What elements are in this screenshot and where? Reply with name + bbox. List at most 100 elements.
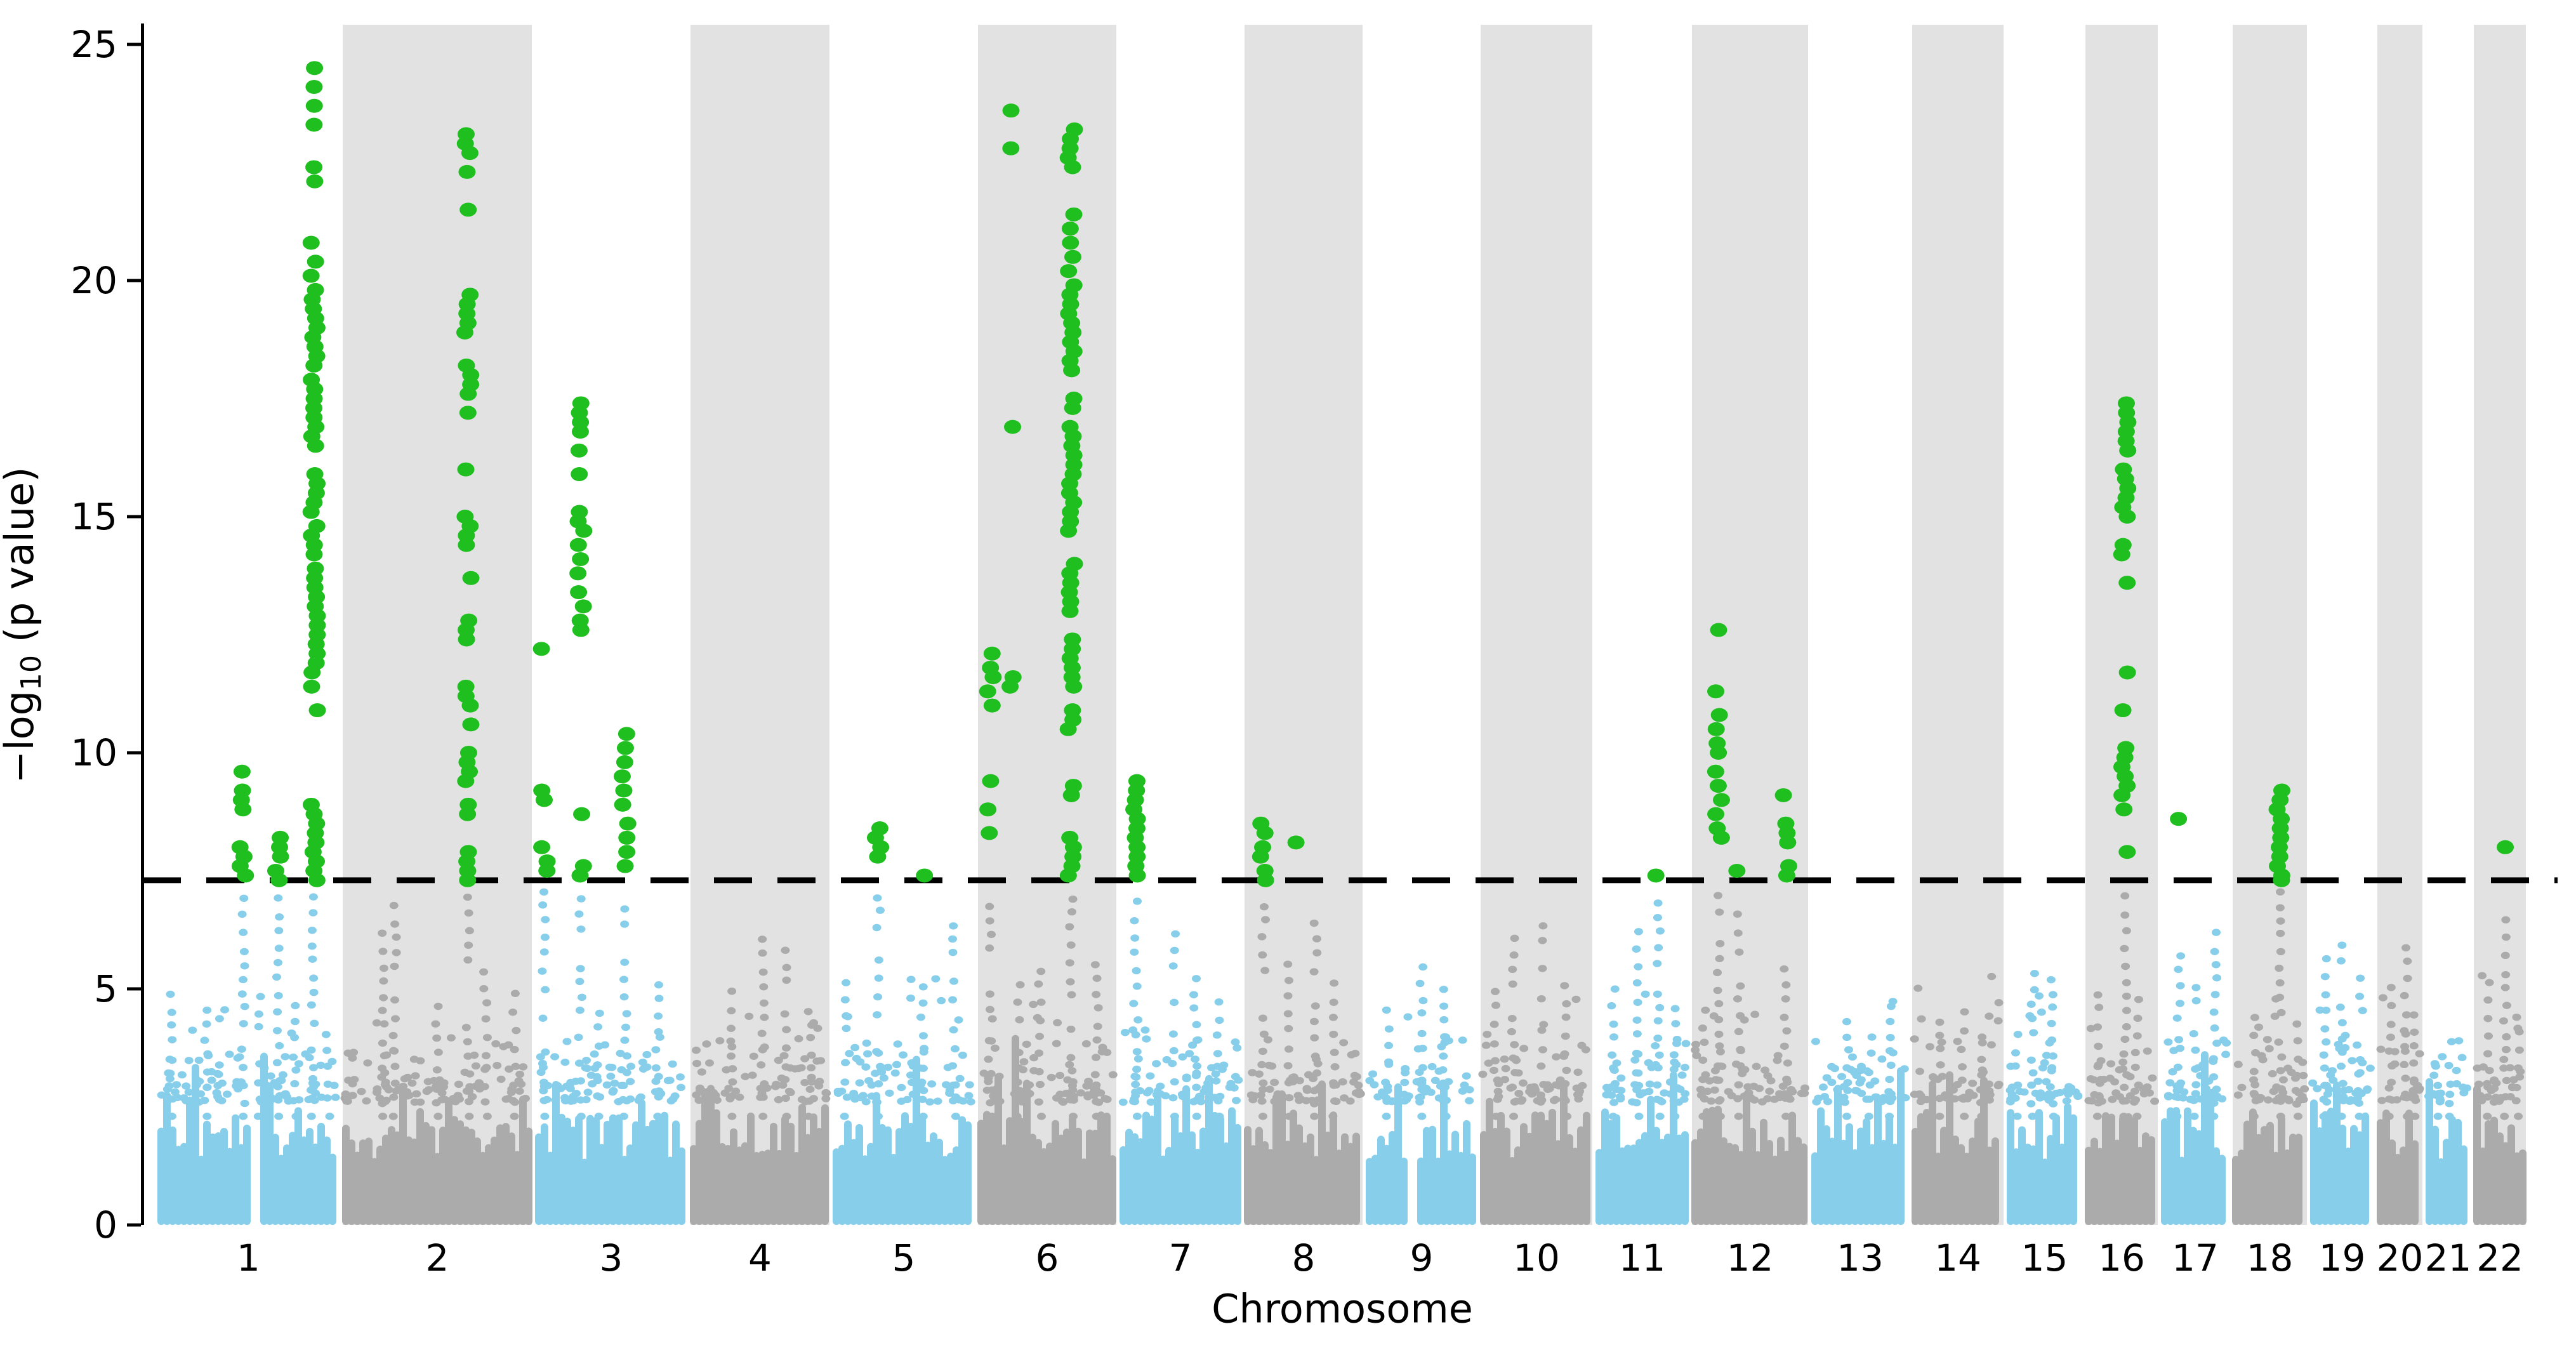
noise-point [1304, 1071, 1313, 1079]
noise-point [1653, 899, 1663, 907]
noise-point [391, 1015, 400, 1022]
noise-point [272, 973, 281, 981]
noise-point [1630, 1056, 1640, 1064]
noise-point [727, 1052, 736, 1060]
noise-point [876, 1062, 885, 1071]
significant-point [303, 665, 321, 680]
noise-point [849, 1089, 859, 1097]
noise-point [1057, 1097, 1067, 1105]
noise-point [1978, 1039, 1987, 1047]
significant-point [571, 467, 588, 482]
noise-point [1169, 1047, 1179, 1055]
noise-point [541, 986, 550, 994]
noise-point [1736, 1062, 1745, 1069]
significant-point [459, 807, 477, 821]
noise-point [948, 1062, 958, 1069]
noise-point [620, 958, 630, 966]
noise-point [780, 1010, 789, 1018]
noise-point [1632, 1069, 1641, 1077]
noise-point [1146, 1098, 1156, 1106]
noise-point [560, 1058, 570, 1066]
noise-point [1439, 1097, 1448, 1104]
significant-point [1059, 868, 1077, 883]
noise-point [463, 956, 473, 964]
noise-point [461, 1024, 471, 1031]
noise-point [1248, 1069, 1257, 1076]
noise-point [1800, 1084, 1809, 1092]
noise-point [986, 1113, 996, 1120]
noise-point [691, 1047, 701, 1054]
noise-point [840, 1078, 850, 1086]
noise-point [1780, 1014, 1789, 1021]
noise-point [1653, 960, 1662, 967]
y-axis-tick-label: 10 [70, 731, 117, 774]
noise-point [2275, 904, 2285, 911]
noise-point [1310, 1034, 1319, 1042]
significant-point [234, 802, 252, 817]
noise-point [1034, 1049, 1044, 1057]
noise-point [875, 906, 885, 914]
noise-point [806, 1034, 816, 1042]
noise-point [1311, 1002, 1320, 1010]
noise-point [759, 983, 769, 991]
significant-point [459, 873, 477, 887]
noise-point [432, 1099, 441, 1107]
noise-point [2284, 1097, 2294, 1104]
noise-point [620, 920, 630, 928]
y-axis-tick [127, 1223, 141, 1227]
noise-point [202, 1020, 211, 1028]
significant-point [1064, 400, 1081, 415]
noise-point [2122, 992, 2131, 1000]
noise-point [1133, 1055, 1143, 1062]
noise-point [1161, 1092, 1170, 1100]
noise-point [1538, 922, 1548, 930]
noise-point [902, 1095, 912, 1104]
noise-point [2355, 1113, 2364, 1120]
noise-point [2212, 974, 2222, 982]
noise-point [1312, 1069, 1322, 1077]
chromosome-band [1481, 25, 1592, 1225]
noise-point [1632, 979, 1642, 987]
noise-point [1053, 1019, 1062, 1027]
noise-point [2433, 1082, 2443, 1089]
noise-point [165, 1056, 175, 1063]
chromosome-band [2233, 25, 2307, 1225]
noise-point [390, 996, 400, 1004]
noise-point [2122, 927, 2131, 935]
noise-point [237, 1045, 246, 1053]
noise-point [803, 1113, 813, 1120]
noise-point [1691, 1046, 1700, 1054]
noise-point [1338, 1078, 1347, 1086]
noise-point [536, 1053, 545, 1061]
noise-point [2250, 1081, 2260, 1089]
noise-point [1257, 933, 1267, 941]
noise-point [2386, 1021, 2396, 1028]
x-axis-tick-label: 1 [237, 1236, 260, 1280]
noise-point [240, 1003, 249, 1010]
noise-point [2362, 1087, 2372, 1094]
noise-point [323, 1080, 333, 1088]
noise-point [2438, 1053, 2447, 1061]
noise-point [885, 1089, 894, 1097]
noise-point [1478, 1070, 1488, 1078]
noise-point [1655, 1051, 1664, 1059]
noise-point [779, 1052, 789, 1059]
noise-point [1013, 1094, 1022, 1102]
noise-point [2132, 1032, 2142, 1040]
noise-point [1328, 1113, 1338, 1120]
noise-point [1609, 1033, 1619, 1041]
noise-point [569, 1092, 578, 1101]
noise-point [239, 1020, 248, 1028]
noise-point [2337, 1049, 2347, 1056]
noise-point [2457, 1054, 2467, 1061]
noise-point [2447, 1038, 2456, 1045]
noise-point [1066, 1095, 1075, 1104]
noise-point [2179, 1088, 2189, 1096]
significant-point [1647, 868, 1665, 883]
noise-point [307, 1113, 316, 1120]
noise-point [593, 1023, 603, 1031]
significant-point [457, 462, 475, 477]
noise-point [2211, 961, 2221, 969]
noise-point [1284, 977, 1293, 984]
noise-point [1415, 979, 1425, 988]
